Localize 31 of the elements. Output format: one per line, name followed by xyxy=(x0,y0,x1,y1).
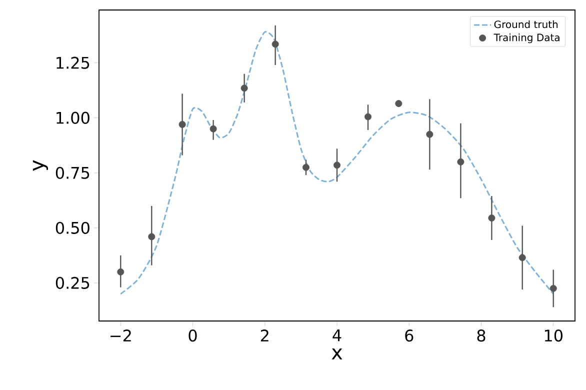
point xyxy=(302,164,310,171)
point xyxy=(240,84,248,92)
point xyxy=(178,120,186,128)
y-tick-label: 1.25 xyxy=(56,56,90,69)
point xyxy=(426,130,434,138)
point xyxy=(272,40,279,48)
legend-label: Training Data xyxy=(494,33,560,44)
x-axis-title: x xyxy=(332,348,342,360)
point xyxy=(518,254,526,262)
point xyxy=(364,113,372,120)
y-tick-label: 0.75 xyxy=(56,166,90,179)
x-tick-label: 6 xyxy=(405,330,414,342)
y-tick-label: 0.50 xyxy=(56,222,90,234)
x-tick-label: −2 xyxy=(110,330,131,342)
x-tick-label: 2 xyxy=(260,330,268,342)
point xyxy=(550,284,557,292)
point xyxy=(117,268,124,276)
x-tick-label: 8 xyxy=(477,330,486,342)
y-tick-label: 1.00 xyxy=(56,112,90,124)
y-tick-label: 0.25 xyxy=(56,276,90,289)
x-tick-label: 10 xyxy=(544,330,562,342)
legend-label: Ground truth xyxy=(494,20,558,28)
x-tick-label: 0 xyxy=(188,330,197,342)
x-tick-label: 4 xyxy=(332,330,342,342)
point xyxy=(334,162,340,169)
point xyxy=(488,214,496,222)
y-axis-title: y xyxy=(32,160,48,171)
point xyxy=(457,158,464,166)
point xyxy=(148,233,156,240)
point xyxy=(210,125,217,132)
point xyxy=(395,100,402,108)
